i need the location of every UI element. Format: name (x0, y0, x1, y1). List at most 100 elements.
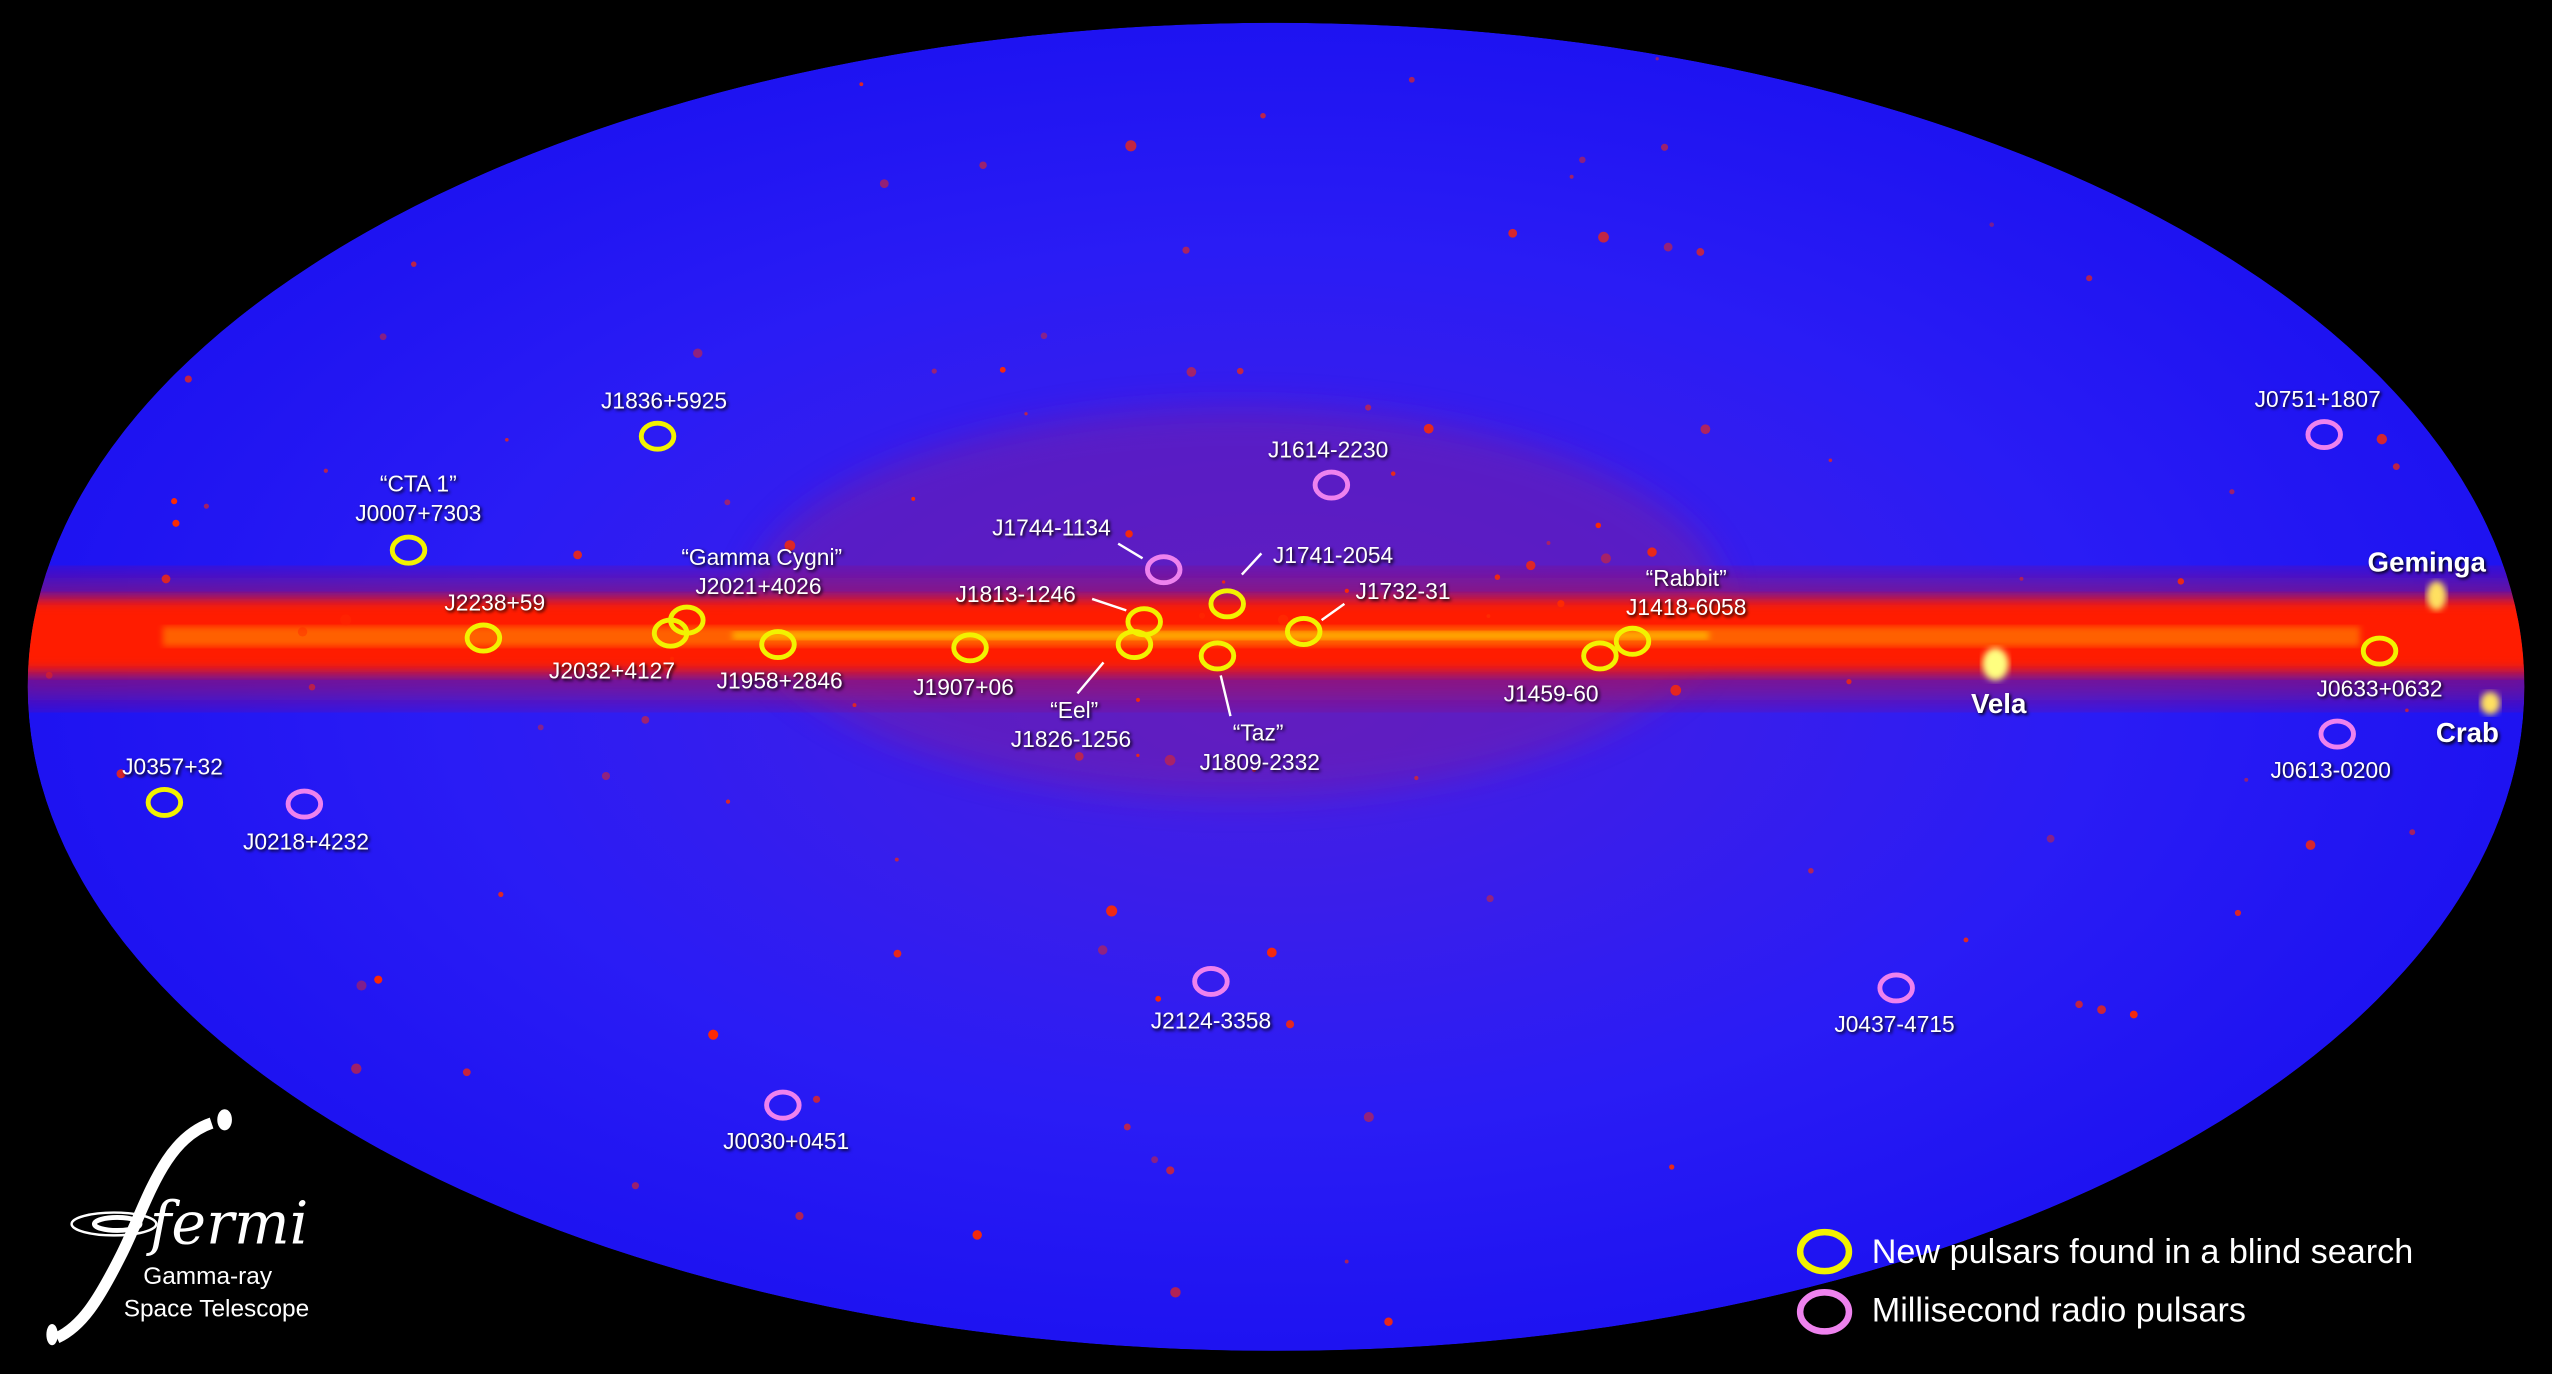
point-source (911, 496, 916, 501)
point-source (1486, 895, 1494, 903)
point-source (379, 333, 387, 341)
point-source (1546, 541, 1551, 545)
label-j1741: J1741-2054 (1272, 541, 1394, 569)
point-source (1074, 751, 1084, 761)
point-source (1097, 945, 1108, 955)
point-source (1655, 57, 1659, 61)
point-source (1700, 424, 1711, 435)
point-source (2129, 1010, 2138, 1019)
label-j1836: J1836+5925 (601, 387, 728, 414)
point-source (1136, 753, 1140, 757)
point-source (340, 614, 352, 626)
point-source (45, 671, 53, 679)
point-source (323, 468, 328, 473)
point-source (410, 261, 417, 267)
pulsar-circle (1284, 616, 1323, 647)
label-rabbit: “Rabbit” (1645, 564, 1727, 591)
point-source (1136, 697, 1140, 702)
pulsar-circle (1312, 469, 1351, 501)
label-j1958: J1958+2846 (716, 667, 843, 694)
point-source (1186, 367, 1197, 377)
point-source (297, 627, 308, 637)
point-source (1808, 867, 1814, 874)
point-source (972, 1230, 982, 1240)
point-source (374, 975, 383, 984)
point-source (641, 715, 650, 724)
point-source (812, 1095, 821, 1103)
point-source (784, 540, 796, 551)
pulsar-circle (1613, 625, 1652, 657)
point-source (708, 1029, 719, 1040)
logo-line1: Gamma-ray (143, 1263, 273, 1291)
point-source (505, 437, 509, 442)
label-geminga: Geminga (2367, 546, 2486, 578)
millisecond-circles (285, 419, 2356, 1335)
point-source (1155, 995, 1162, 1002)
point-source (2376, 433, 2388, 445)
point-source (770, 1331, 775, 1335)
pulsar-circle (1208, 588, 1246, 620)
point-source (601, 771, 611, 781)
point-source (670, 656, 674, 661)
point-source (149, 1055, 161, 1068)
point-source (2229, 489, 2235, 495)
label-j1732: J1732-31 (1355, 577, 1451, 604)
point-source (1363, 1111, 1374, 1123)
point-source (2086, 275, 2093, 282)
point-source (1285, 1020, 1295, 1029)
label-j0218: J0218+4232 (242, 828, 370, 855)
point-source (1182, 246, 1190, 254)
pulsar-circle (1877, 972, 1915, 1004)
legend-millisecond: Millisecond radio pulsars (1871, 1292, 2246, 1330)
point-source (931, 368, 937, 374)
point-source (2110, 1272, 2118, 1279)
point-source (498, 891, 504, 897)
label-j0030: J0030+0451 (723, 1127, 850, 1154)
label-cta1: “CTA 1” (379, 470, 457, 497)
label-j0633: J0633+0632 (2316, 675, 2443, 702)
point-source (1989, 222, 1994, 227)
point-source (1266, 947, 1277, 958)
pulsar-circle (951, 632, 989, 664)
point-source (1828, 458, 1833, 463)
point-source (247, 231, 252, 237)
pulsar-circle (389, 534, 428, 566)
label-j2021: J2021+4026 (695, 572, 822, 599)
point-source (1595, 522, 1602, 529)
point-source (2405, 708, 2409, 713)
point-source (537, 724, 544, 731)
point-source (1669, 1164, 1675, 1170)
point-source (454, 47, 465, 58)
pulsar-circle (145, 786, 184, 818)
point-source (1579, 156, 1586, 164)
point-source (372, 60, 383, 70)
point-source (351, 1063, 362, 1074)
point-source (1660, 143, 1669, 151)
pulsar-circle (2318, 718, 2356, 750)
point-source (1408, 76, 1415, 83)
point-source (1236, 367, 1244, 375)
point-source (1414, 775, 1419, 781)
point-source (92, 443, 101, 452)
pulsar-circle (1581, 640, 1619, 672)
label-j1907: J1907+06 (913, 673, 1014, 700)
point-source (2380, 48, 2387, 55)
point-source (1251, 767, 1257, 772)
logo-line2: Space Telescope (123, 1295, 310, 1324)
label-j1744: J1744-1134 (992, 514, 1111, 541)
label-j2124: J2124-3358 (1150, 1007, 1272, 1034)
point-source (724, 499, 731, 506)
pulsar-circle (764, 1089, 802, 1121)
point-source (116, 769, 126, 779)
leader-lines (1076, 542, 1346, 717)
pulsar-circle (1198, 640, 1237, 672)
label-j0751: J0751+1807 (2254, 385, 2381, 412)
point-source (203, 503, 209, 509)
point-source (1277, 614, 1289, 625)
point-source (1696, 248, 1705, 256)
point-source (476, 107, 488, 119)
point-source (1423, 423, 1434, 434)
blind-search-circles (145, 420, 2399, 1275)
